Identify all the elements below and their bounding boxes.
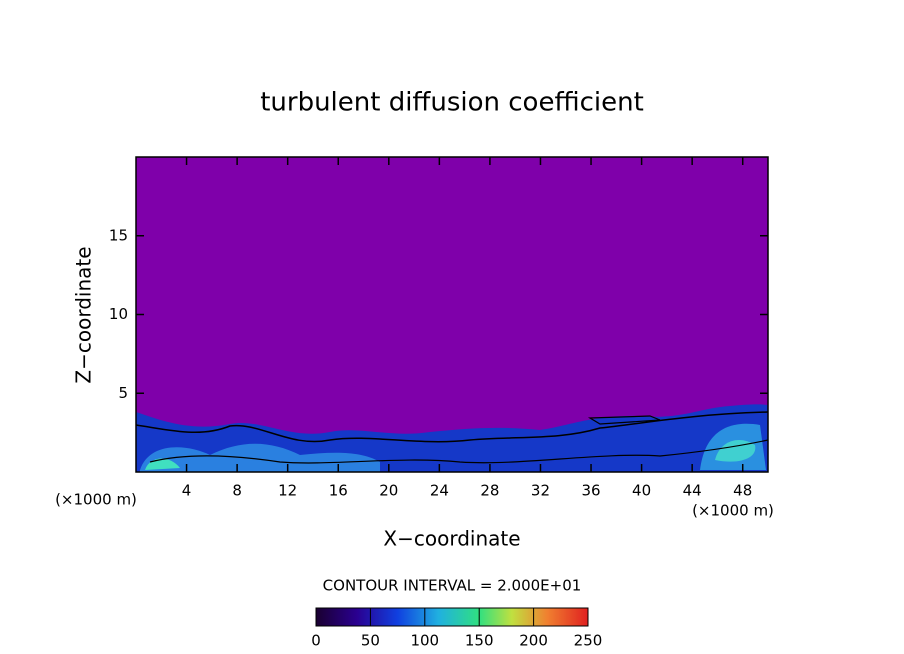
x-tick-label: 32 (531, 482, 550, 500)
x-tick-label: 8 (232, 482, 242, 500)
chart-title: turbulent diffusion coefficient (260, 88, 644, 118)
x-tick-label: 48 (733, 482, 752, 500)
x-tick-label: 44 (683, 482, 702, 500)
contour-line (135, 411, 769, 443)
contour-field (135, 156, 769, 473)
contour-interval: CONTOUR INTERVAL = 2.000E+01 (323, 577, 582, 595)
y-axis-label: Z−coordinate (72, 246, 96, 383)
colorbar-tick-label: 150 (465, 632, 494, 650)
colorbar (315, 607, 589, 627)
x-tick-label: 4 (182, 482, 192, 500)
colorbar-tick-label: 200 (519, 632, 548, 650)
colorbar-tick-label: 100 (410, 632, 439, 650)
y-tick-label: 5 (118, 384, 128, 402)
x-axis-label: X−coordinate (383, 527, 520, 551)
x-tick-label: 36 (581, 482, 600, 500)
field-blob (140, 443, 380, 472)
x-tick-label: 28 (480, 482, 499, 500)
x-tick-label: 12 (278, 482, 297, 500)
contour-line (587, 415, 661, 425)
field-blob (715, 440, 756, 462)
x-tick-label: 24 (430, 482, 449, 500)
x-unit-label: (×1000 m) (692, 502, 774, 520)
x-tick-label: 16 (329, 482, 348, 500)
y-tick-label: 10 (109, 305, 128, 323)
y-unit-label: (×1000 m) (55, 491, 137, 509)
x-tick-label: 40 (632, 482, 651, 500)
x-tick-label: 20 (379, 482, 398, 500)
colorbar-tick-label: 250 (574, 632, 603, 650)
y-tick-label: 15 (109, 226, 128, 244)
colorbar-tick-label: 50 (361, 632, 380, 650)
colorbar-tick-label: 0 (311, 632, 321, 650)
contour-line (149, 439, 769, 464)
